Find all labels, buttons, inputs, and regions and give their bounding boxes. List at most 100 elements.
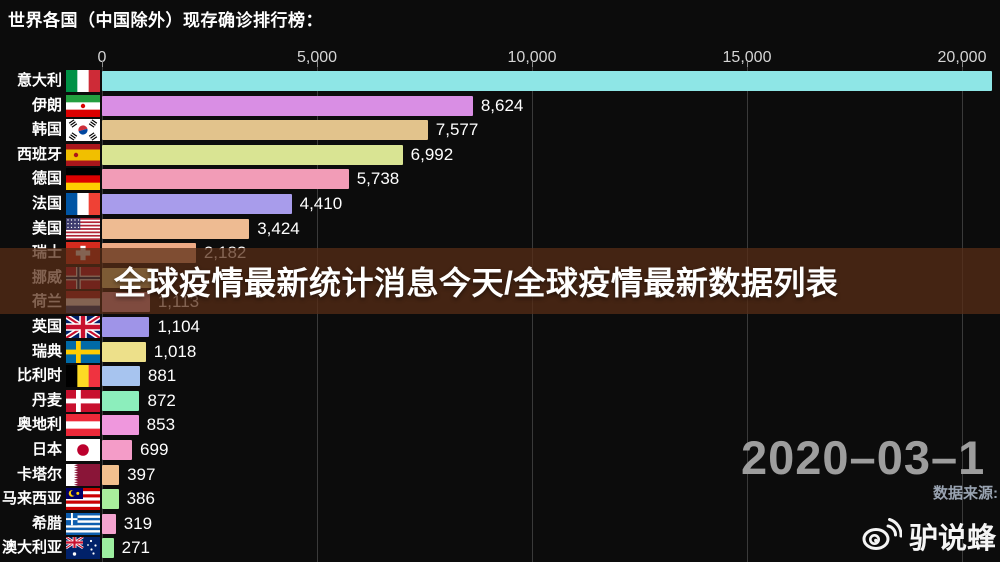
bar-row: 法国 4,410 bbox=[0, 193, 1000, 215]
x-tick-mark bbox=[532, 61, 533, 67]
x-tick-label: 5,000 bbox=[296, 49, 338, 66]
flag-de-icon bbox=[66, 168, 100, 191]
country-label: 澳大利亚 bbox=[1, 539, 62, 557]
value-label: 881 bbox=[147, 366, 177, 386]
bar-row: 马来西亚 386 bbox=[0, 488, 1000, 511]
bar bbox=[102, 440, 133, 460]
bar bbox=[102, 513, 116, 534]
flag-be-icon bbox=[66, 365, 100, 388]
bar-row: 英国 1,104 bbox=[0, 316, 1000, 338]
bar bbox=[102, 341, 146, 362]
bar-row: 比利时 881 bbox=[0, 365, 1000, 388]
flag-my-icon bbox=[66, 488, 100, 511]
bar-row: 德国 5,738 bbox=[0, 168, 1000, 191]
gridline bbox=[532, 67, 533, 562]
country-label: 瑞典 bbox=[31, 342, 62, 360]
value-label: 319 bbox=[123, 513, 153, 533]
country-label: 法国 bbox=[31, 195, 62, 212]
flag-qa-icon bbox=[66, 463, 100, 486]
bar-row: 意大利 bbox=[0, 70, 1000, 92]
country-label: 奥地利 bbox=[16, 416, 62, 434]
x-tick-label: 20,000 bbox=[937, 49, 987, 66]
bar-row: 韩国 7,577 bbox=[0, 119, 1000, 142]
headline-overlay-band: 全球疫情最新统计消息今天/全球疫情最新数据列表 bbox=[0, 248, 1000, 314]
country-label: 英国 bbox=[31, 318, 62, 335]
bar bbox=[102, 464, 120, 485]
value-label: 5,738 bbox=[356, 169, 400, 189]
gridline bbox=[317, 67, 318, 562]
flag-at-icon bbox=[66, 414, 100, 437]
bar-row: 伊朗 8,624 bbox=[0, 94, 1000, 117]
bar bbox=[102, 169, 349, 190]
flag-us-icon bbox=[66, 217, 100, 240]
data-source-label: 数据来源: bbox=[933, 485, 998, 502]
country-label: 马来西亚 bbox=[1, 490, 62, 508]
bar bbox=[102, 415, 139, 436]
country-label: 美国 bbox=[31, 219, 62, 237]
bar bbox=[102, 218, 250, 239]
x-tick-mark bbox=[747, 61, 748, 67]
bar-row: 希腊 319 bbox=[0, 512, 1000, 535]
country-label: 伊朗 bbox=[31, 96, 62, 114]
bar bbox=[102, 71, 993, 91]
value-label: 4,410 bbox=[299, 194, 343, 213]
bar-row: 丹麦 872 bbox=[0, 389, 1000, 412]
bar-row: 澳大利亚 271 bbox=[0, 537, 1000, 560]
flag-au-icon bbox=[66, 537, 100, 560]
page-title: 世界各国（中国除外）现存确诊排行榜： bbox=[8, 11, 323, 30]
flag-gr-icon bbox=[66, 512, 100, 535]
value-label: 6,992 bbox=[410, 144, 454, 164]
country-label: 西班牙 bbox=[16, 145, 62, 163]
bar bbox=[102, 538, 114, 559]
bar bbox=[102, 390, 140, 411]
flag-jp-icon bbox=[66, 439, 100, 461]
value-label: 1,104 bbox=[157, 317, 201, 336]
flag-es-icon bbox=[66, 143, 100, 166]
value-label: 386 bbox=[126, 489, 155, 509]
bar bbox=[102, 489, 119, 510]
country-label: 韩国 bbox=[31, 121, 62, 139]
bar bbox=[102, 120, 428, 141]
headline-text: 全球疫情最新统计消息今天/全球疫情最新数据列表 bbox=[114, 265, 839, 301]
date-label: 2020–03–1 bbox=[741, 431, 986, 484]
bar bbox=[102, 194, 292, 214]
bar-row: 瑞典 1,018 bbox=[0, 340, 1000, 363]
weibo-icon bbox=[862, 517, 903, 556]
country-label: 希腊 bbox=[31, 514, 62, 532]
value-label: 7,577 bbox=[435, 120, 479, 140]
value-label: 1,018 bbox=[153, 341, 197, 361]
value-label: 872 bbox=[147, 390, 176, 410]
bar-row: 奥地利 853 bbox=[0, 414, 1000, 437]
flag-it-icon bbox=[66, 70, 100, 92]
bar-row: 西班牙 6,992 bbox=[0, 143, 1000, 166]
flag-se-icon bbox=[66, 340, 100, 363]
value-label: 8,624 bbox=[480, 95, 524, 115]
country-label: 比利时 bbox=[16, 367, 62, 385]
x-tick-label: 15,000 bbox=[722, 49, 772, 66]
flag-fr-icon bbox=[66, 193, 100, 215]
value-label: 3,424 bbox=[257, 218, 300, 238]
watermark: 驴说蜂 bbox=[862, 515, 996, 557]
x-tick-label: 10,000 bbox=[507, 49, 557, 66]
bar bbox=[102, 317, 150, 337]
country-label: 丹麦 bbox=[31, 391, 62, 409]
flag-dk-icon bbox=[66, 389, 100, 412]
gridline bbox=[747, 67, 748, 562]
country-label: 卡塔尔 bbox=[16, 465, 62, 483]
flag-gb-icon bbox=[66, 316, 100, 338]
value-label: 271 bbox=[121, 538, 151, 558]
x-tick-mark bbox=[962, 61, 963, 67]
value-label: 699 bbox=[140, 440, 169, 459]
x-tick-mark bbox=[317, 61, 318, 67]
bar bbox=[102, 144, 403, 165]
gridline bbox=[962, 67, 963, 562]
country-label: 日本 bbox=[31, 441, 62, 458]
x-tick-label: 0 bbox=[97, 49, 107, 66]
value-label: 397 bbox=[127, 464, 156, 484]
country-label: 意大利 bbox=[16, 72, 62, 89]
bar-row: 美国 3,424 bbox=[0, 217, 1000, 240]
flag-kr-icon bbox=[66, 119, 100, 142]
flag-ir-icon bbox=[66, 94, 100, 117]
bar-row: 卡塔尔 397 bbox=[0, 463, 1000, 486]
